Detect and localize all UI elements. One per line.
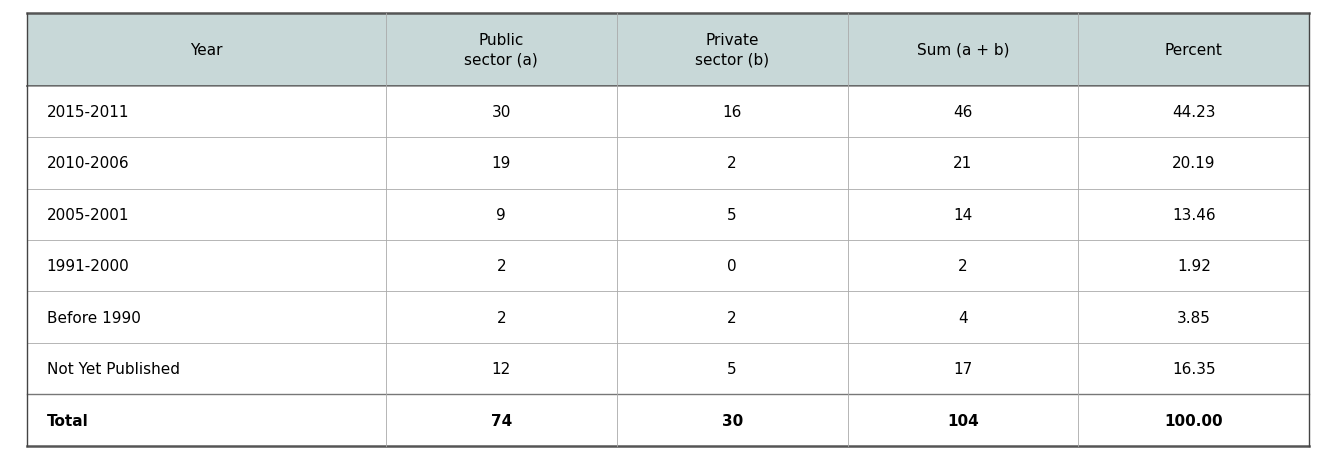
Text: 21: 21 xyxy=(954,156,973,171)
Text: Percent: Percent xyxy=(1165,43,1222,57)
Text: 1991-2000: 1991-2000 xyxy=(47,259,130,273)
Text: 2010-2006: 2010-2006 xyxy=(47,156,130,171)
Text: 0: 0 xyxy=(727,259,737,273)
Text: Before 1990: Before 1990 xyxy=(47,310,140,325)
Text: 104: 104 xyxy=(947,413,979,428)
Text: 13.46: 13.46 xyxy=(1172,207,1216,222)
Text: 14: 14 xyxy=(954,207,973,222)
Text: 4: 4 xyxy=(958,310,967,325)
Text: 2015-2011: 2015-2011 xyxy=(47,105,130,120)
Text: 16.35: 16.35 xyxy=(1172,361,1216,376)
Text: 16: 16 xyxy=(723,105,741,120)
Text: 100.00: 100.00 xyxy=(1165,413,1224,428)
Text: 12: 12 xyxy=(492,361,510,376)
Text: 2: 2 xyxy=(497,259,506,273)
Text: 19: 19 xyxy=(492,156,510,171)
Text: Total: Total xyxy=(47,413,88,428)
Text: 2005-2001: 2005-2001 xyxy=(47,207,130,222)
Text: 30: 30 xyxy=(721,413,743,428)
Text: 5: 5 xyxy=(727,361,737,376)
Text: 2: 2 xyxy=(727,156,737,171)
Text: 5: 5 xyxy=(727,207,737,222)
Text: 2: 2 xyxy=(958,259,967,273)
Text: 30: 30 xyxy=(492,105,510,120)
Text: Private
sector (b): Private sector (b) xyxy=(695,33,770,67)
Text: 44.23: 44.23 xyxy=(1172,105,1216,120)
Text: 2: 2 xyxy=(497,310,506,325)
Text: Year: Year xyxy=(190,43,223,57)
Text: 20.19: 20.19 xyxy=(1172,156,1216,171)
Text: 2: 2 xyxy=(727,310,737,325)
Text: 3.85: 3.85 xyxy=(1177,310,1210,325)
Text: Public
sector (a): Public sector (a) xyxy=(465,33,538,67)
Text: 46: 46 xyxy=(954,105,973,120)
Text: 9: 9 xyxy=(497,207,506,222)
Text: Not Yet Published: Not Yet Published xyxy=(47,361,180,376)
Text: 1.92: 1.92 xyxy=(1177,259,1210,273)
Text: 17: 17 xyxy=(954,361,973,376)
Text: 74: 74 xyxy=(490,413,512,428)
Text: Sum (a + b): Sum (a + b) xyxy=(916,43,1009,57)
